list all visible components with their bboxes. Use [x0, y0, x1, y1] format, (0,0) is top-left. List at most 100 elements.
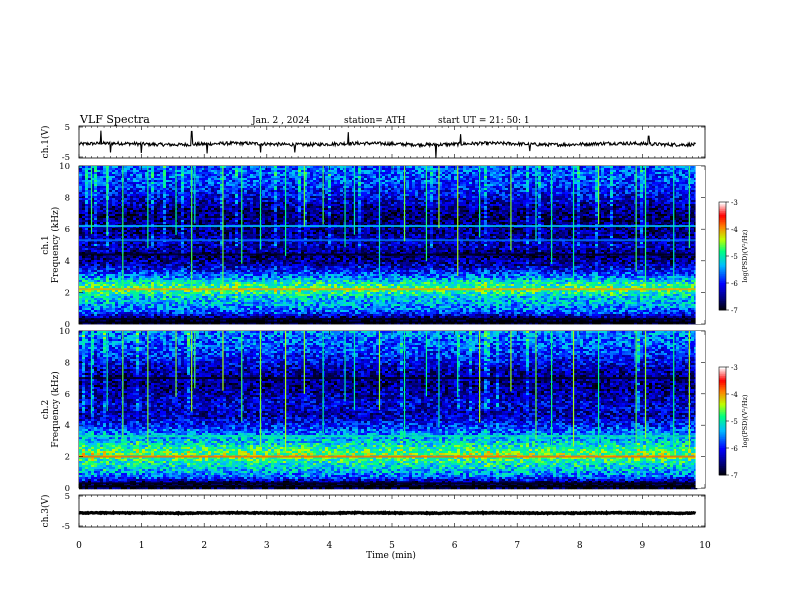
spectrogram-cell: [235, 256, 239, 259]
spectrogram-cell: [223, 244, 227, 247]
spectrogram-cell: [211, 180, 215, 183]
spectrogram-cell: [115, 286, 119, 289]
spectrogram-cell: [88, 216, 92, 219]
spectrogram-cell: [88, 300, 92, 303]
spectrogram-cell: [97, 282, 101, 285]
spectrogram-cell: [142, 298, 146, 301]
spectrogram-cell: [226, 236, 230, 239]
spectrogram-cell: [130, 308, 134, 311]
spectrogram-cell: [229, 226, 233, 229]
spectrogram-cell: [139, 174, 143, 177]
spectrogram-cell: [127, 250, 131, 253]
spectrogram-cell: [253, 230, 257, 233]
spectrogram-cell: [259, 302, 263, 305]
spectrogram-cell: [124, 226, 128, 229]
spectrogram-cell: [133, 260, 137, 263]
spectrogram-cell: [241, 266, 245, 269]
spectrogram-cell: [157, 196, 161, 199]
spectrogram-cell: [103, 268, 107, 271]
spectrogram-cell: [142, 272, 146, 275]
spectrogram-cell: [142, 316, 146, 319]
spectrogram-cell: [91, 178, 95, 181]
spectrogram-cell: [79, 270, 83, 273]
spectrogram-cell: [115, 244, 119, 247]
spectrogram-cell: [139, 246, 143, 249]
spectrogram-cell: [214, 294, 218, 297]
spectrogram-cell: [127, 180, 131, 183]
spectrogram-cell: [97, 180, 101, 183]
spectrogram-cell: [178, 314, 182, 317]
spectrogram-cell: [112, 290, 116, 293]
spectrogram-cell: [226, 222, 230, 225]
spectrogram-cell: [262, 266, 266, 269]
spectrogram-cell: [172, 308, 176, 311]
spectrogram-cell: [172, 216, 176, 219]
spectrogram-cell: [103, 284, 107, 287]
spectrogram-cell: [136, 220, 140, 223]
spectrogram-cell: [208, 282, 212, 285]
spectrogram-cell: [82, 304, 86, 307]
spectrogram-cell: [112, 194, 116, 197]
spectrogram-cell: [106, 316, 110, 319]
spectrogram-cell: [79, 282, 83, 285]
spectrogram-cell: [94, 304, 98, 307]
spectrogram-cell: [262, 272, 266, 275]
spectrogram-cell: [208, 312, 212, 315]
spectrogram-cell: [262, 226, 266, 229]
spectrogram-cell: [124, 308, 128, 311]
spectrogram-cell: [169, 194, 173, 197]
spectrogram-cell: [244, 186, 248, 189]
spectrogram-cell: [214, 268, 218, 271]
spectrogram-cell: [229, 246, 233, 249]
spectrogram-cell: [223, 186, 227, 189]
spectrogram-cell: [250, 188, 254, 191]
spectrogram-cell: [172, 186, 176, 189]
spectrogram-cell: [235, 306, 239, 309]
spectrogram-cell: [160, 284, 164, 287]
spectrogram-cell: [118, 204, 122, 207]
spectrogram-cell: [193, 226, 197, 229]
spectrogram-cell: [139, 230, 143, 233]
spectrogram-cell: [91, 232, 95, 235]
spectrogram-cell: [127, 274, 131, 277]
spectrogram-cell: [211, 190, 215, 193]
spectrogram-cell: [139, 192, 143, 195]
spectrogram-cell: [256, 248, 260, 251]
spectrogram-cell: [112, 246, 116, 249]
spectrogram-cell: [229, 278, 233, 281]
spectrogram-cell: [82, 196, 86, 199]
spectrogram-cell: [100, 230, 104, 233]
spectrogram-cell: [265, 282, 269, 285]
spectrogram-cell: [157, 244, 161, 247]
spectrogram-cell: [124, 310, 128, 313]
spectrogram-cell: [82, 232, 86, 235]
spectrogram-cell: [85, 246, 89, 249]
spectrogram-cell: [178, 202, 182, 205]
spectrogram-cell: [109, 278, 113, 281]
spectrogram-cell: [250, 200, 254, 203]
spectrogram-cell: [187, 238, 191, 241]
spectrogram-cell: [118, 280, 122, 283]
spectrogram-cell: [154, 222, 158, 225]
spectrogram-cell: [256, 220, 260, 223]
spectrogram-cell: [211, 192, 215, 195]
spectrogram-cell: [154, 208, 158, 211]
spectrogram-cell: [190, 290, 194, 293]
spectrogram-cell: [244, 316, 248, 319]
spectrogram-cell: [127, 270, 131, 273]
spectrogram-cell: [241, 170, 245, 173]
spectrogram-cell: [241, 256, 245, 259]
spectrogram-cell: [97, 274, 101, 277]
spectrogram-cell: [112, 180, 116, 183]
spectrogram-cell: [124, 212, 128, 215]
spectrogram-cell: [187, 278, 191, 281]
spectrogram-cell: [238, 268, 242, 271]
spectrogram-cell: [184, 294, 188, 297]
spectrogram-cell: [172, 202, 176, 205]
spectrogram-cell: [85, 272, 89, 275]
spectrogram-cell: [202, 264, 206, 267]
spectrogram-cell: [172, 242, 176, 245]
spectrogram-cell: [121, 306, 125, 309]
spectrogram-cell: [247, 276, 251, 279]
spectrogram-cell: [178, 198, 182, 201]
